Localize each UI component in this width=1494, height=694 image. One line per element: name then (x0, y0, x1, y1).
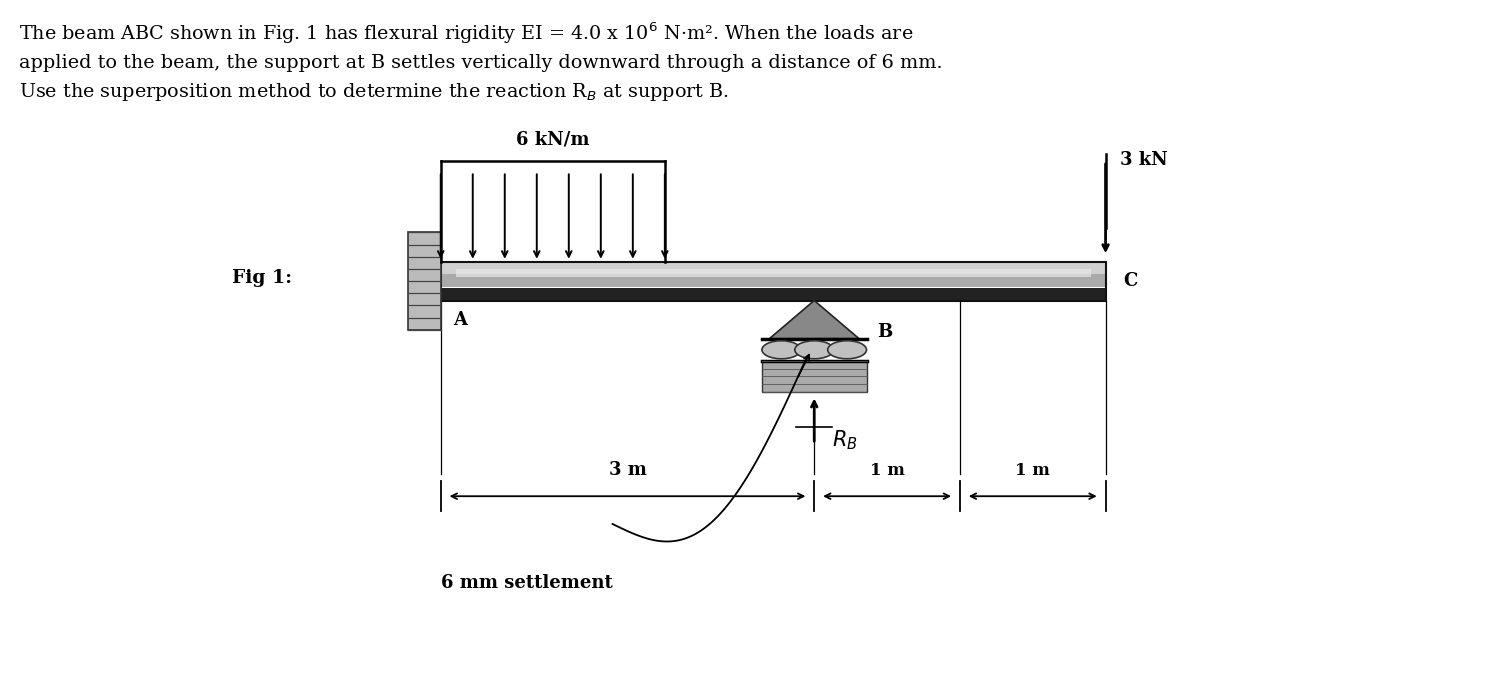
Text: The beam ABC shown in Fig. 1 has flexural rigidity EI = 4.0 x 10$^6$ N·m². When : The beam ABC shown in Fig. 1 has flexura… (19, 21, 943, 103)
Bar (441, 274, 1106, 287)
Bar (762, 361, 867, 392)
Text: A: A (453, 311, 466, 329)
Circle shape (762, 341, 801, 359)
Text: 1 m: 1 m (1016, 462, 1050, 479)
Polygon shape (769, 301, 859, 339)
Circle shape (795, 341, 834, 359)
Bar (441, 262, 1106, 301)
Circle shape (828, 341, 867, 359)
Text: 3 kN: 3 kN (1120, 151, 1168, 169)
Bar (408, 232, 441, 330)
Text: 6 kN/m: 6 kN/m (515, 130, 590, 149)
Text: B: B (877, 323, 892, 341)
Text: 3 m: 3 m (608, 461, 647, 479)
Bar (441, 288, 1106, 301)
Text: Fig 1:: Fig 1: (232, 269, 291, 287)
Bar (441, 262, 1106, 278)
Text: 1 m: 1 m (870, 462, 904, 479)
Bar (456, 269, 1091, 277)
Text: $R_B$: $R_B$ (832, 429, 858, 452)
Text: 6 mm settlement: 6 mm settlement (441, 574, 613, 592)
Text: C: C (1123, 272, 1138, 290)
